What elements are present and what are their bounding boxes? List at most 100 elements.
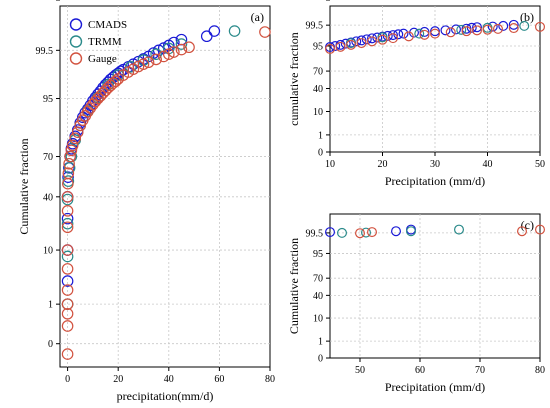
y-axis-title: Cumulative fraction bbox=[17, 138, 31, 234]
legend-marker-gauge bbox=[69, 52, 83, 65]
y-tick-label: 10 bbox=[43, 246, 53, 257]
data-point-gauge bbox=[335, 41, 346, 52]
legend-label: Gauge bbox=[88, 53, 117, 65]
data-point-cmads bbox=[451, 24, 462, 35]
data-point-trmm bbox=[228, 25, 241, 37]
y-tick-label: 95 bbox=[313, 249, 323, 260]
x-tick-label: 20 bbox=[378, 159, 388, 170]
data-point-cmads bbox=[356, 35, 367, 46]
x-tick-label: 60 bbox=[415, 365, 425, 376]
data-point-trmm bbox=[337, 227, 348, 238]
x-tick-label: 60 bbox=[214, 374, 224, 385]
legend-marker-cmads bbox=[69, 18, 83, 31]
y-tick-label: 0 bbox=[48, 339, 53, 350]
data-point-trmm bbox=[406, 226, 417, 237]
data-point-cmads bbox=[466, 22, 477, 33]
data-point-cmads bbox=[498, 20, 509, 31]
data-point-gauge bbox=[157, 50, 170, 63]
data-point-gauge bbox=[472, 25, 483, 36]
data-point-cmads bbox=[409, 27, 420, 38]
y-tick-label: 10 bbox=[313, 314, 323, 325]
data-point-gauge bbox=[355, 228, 366, 239]
data-point-gauge bbox=[346, 39, 357, 50]
data-point-gauge bbox=[403, 31, 414, 42]
data-point-gauge bbox=[66, 139, 79, 152]
plot-frame-a bbox=[59, 5, 271, 368]
y-tick-label: 1 bbox=[318, 130, 323, 141]
data-point-gauge bbox=[325, 43, 336, 54]
data-point-gauge bbox=[61, 298, 74, 310]
data-point-cmads bbox=[367, 33, 378, 44]
x-axis-title: precipitation(mm/d) bbox=[117, 389, 214, 403]
data-point-gauge bbox=[69, 132, 81, 145]
data-point-trmm bbox=[519, 20, 530, 31]
y-tick-label: 70 bbox=[313, 67, 323, 78]
y-tick-label: 100 bbox=[308, 0, 323, 3]
data-point-gauge bbox=[534, 224, 545, 235]
y-tick-label: 95 bbox=[313, 41, 323, 52]
data-point-trmm bbox=[175, 38, 188, 50]
x-tick-label: 30 bbox=[430, 159, 440, 170]
data-point-trmm bbox=[61, 193, 74, 206]
data-point-gauge bbox=[61, 221, 74, 234]
data-point-trmm bbox=[454, 224, 465, 235]
data-point-gauge bbox=[61, 191, 74, 203]
data-point-cmads bbox=[388, 30, 399, 41]
data-point-gauge bbox=[162, 48, 175, 61]
x-axis-title: Precipitation (mm/d) bbox=[385, 380, 485, 394]
y-tick-label: 100 bbox=[38, 0, 53, 3]
data-point-gauge bbox=[377, 34, 388, 45]
panel-label: (b) bbox=[520, 10, 534, 24]
data-point-cmads bbox=[330, 40, 341, 51]
x-tick-label: 80 bbox=[535, 365, 545, 376]
data-point-cmads bbox=[419, 26, 430, 37]
panel-label: (c) bbox=[521, 218, 534, 232]
data-point-gauge bbox=[109, 75, 122, 88]
x-tick-label: 0 bbox=[65, 374, 70, 385]
y-tick-label: 0 bbox=[318, 354, 323, 365]
data-point-gauge bbox=[259, 26, 271, 38]
data-point-gauge bbox=[61, 348, 74, 360]
y-tick-label: 0 bbox=[318, 148, 323, 159]
x-tick-label: 50 bbox=[355, 365, 365, 376]
data-point-gauge bbox=[516, 226, 527, 237]
x-tick-label: 40 bbox=[164, 374, 174, 385]
data-point-cmads bbox=[472, 22, 483, 33]
y-tick-label: 40 bbox=[313, 84, 323, 95]
data-point-gauge bbox=[461, 26, 472, 37]
data-point-gauge bbox=[61, 307, 74, 320]
data-point-cmads bbox=[508, 19, 519, 30]
data-point-gauge bbox=[74, 119, 87, 132]
data-point-gauge bbox=[367, 36, 378, 47]
data-point-cmads bbox=[398, 28, 409, 39]
data-point-trmm bbox=[414, 28, 425, 39]
data-point-cmads bbox=[208, 25, 221, 37]
data-point-cmads bbox=[61, 275, 74, 287]
data-point-cmads bbox=[440, 25, 451, 36]
data-point-cmads bbox=[351, 36, 362, 47]
data-point-gauge bbox=[137, 58, 150, 70]
y-tick-label: 70 bbox=[43, 152, 53, 163]
x-tick-label: 70 bbox=[475, 365, 485, 376]
data-point-gauge bbox=[508, 23, 519, 34]
y-tick-label: 70 bbox=[313, 274, 323, 285]
y-tick-label: 100 bbox=[308, 0, 323, 3]
data-point-trmm bbox=[61, 250, 74, 263]
data-point-cmads bbox=[487, 21, 498, 32]
x-tick-label: 40 bbox=[483, 159, 493, 170]
x-axis-title: Precipitation (mm/d) bbox=[385, 174, 485, 188]
data-point-gauge bbox=[61, 284, 74, 296]
data-point-cmads bbox=[62, 171, 74, 183]
data-point-gauge bbox=[65, 144, 78, 157]
panel-label: (a) bbox=[251, 10, 264, 24]
data-point-cmads bbox=[391, 226, 402, 237]
y-tick-label: 10 bbox=[313, 107, 323, 118]
y-tick-label: 40 bbox=[313, 291, 323, 302]
data-point-gauge bbox=[388, 33, 399, 44]
data-point-gauge bbox=[445, 27, 456, 38]
legend-marker-trmm bbox=[69, 35, 83, 48]
data-point-gauge bbox=[419, 29, 430, 40]
x-tick-label: 20 bbox=[113, 374, 123, 385]
y-tick-label: 95 bbox=[43, 94, 53, 105]
